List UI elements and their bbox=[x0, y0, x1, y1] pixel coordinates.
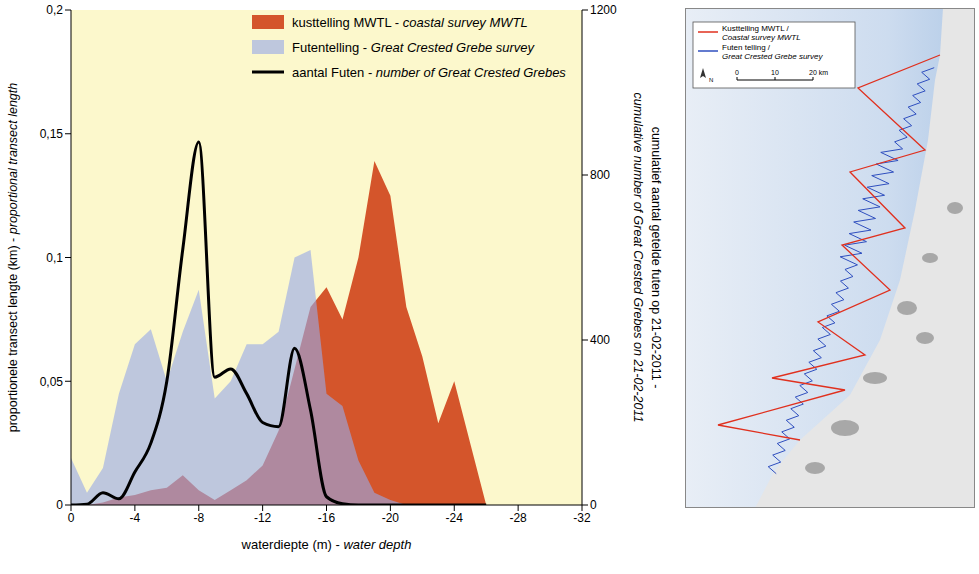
svg-text:-20: -20 bbox=[382, 511, 400, 525]
svg-text:-4: -4 bbox=[130, 511, 141, 525]
svg-text:Kusttelling MWTL /: Kusttelling MWTL / bbox=[722, 24, 790, 33]
svg-text:10: 10 bbox=[771, 69, 779, 76]
svg-text:800: 800 bbox=[590, 168, 610, 182]
svg-text:-12: -12 bbox=[254, 511, 272, 525]
svg-text:0,05: 0,05 bbox=[40, 375, 64, 389]
svg-text:-28: -28 bbox=[509, 511, 527, 525]
svg-text:proportionele transect lengte: proportionele transect lengte (km) - pro… bbox=[8, 83, 20, 433]
svg-text:-16: -16 bbox=[318, 511, 336, 525]
svg-text:N: N bbox=[709, 77, 713, 83]
svg-text:Great Crested Grebe survey: Great Crested Grebe survey bbox=[722, 52, 823, 61]
svg-text:0,1: 0,1 bbox=[46, 251, 63, 265]
svg-text:-8: -8 bbox=[193, 511, 204, 525]
svg-text:Futentelling - Great Crested G: Futentelling - Great Crested Grebe surve… bbox=[292, 40, 536, 55]
svg-text:20 km: 20 km bbox=[809, 69, 828, 76]
svg-text:0,15: 0,15 bbox=[40, 127, 64, 141]
svg-text:0: 0 bbox=[590, 498, 597, 512]
svg-text:cumulative number of Great Cre: cumulative number of Great Crested Grebe… bbox=[631, 93, 645, 423]
svg-text:aantal Futen - number of Great: aantal Futen - number of Great Crested G… bbox=[292, 65, 566, 80]
svg-text:Futen telling /: Futen telling / bbox=[722, 43, 771, 52]
svg-text:0: 0 bbox=[56, 498, 63, 512]
svg-text:kusttelling MWTL - coastal sur: kusttelling MWTL - coastal survey MWTL bbox=[292, 15, 528, 30]
svg-text:0: 0 bbox=[735, 69, 739, 76]
svg-text:-24: -24 bbox=[446, 511, 464, 525]
svg-text:0,2: 0,2 bbox=[46, 3, 63, 17]
svg-text:400: 400 bbox=[590, 333, 610, 347]
svg-text:-32: -32 bbox=[573, 511, 591, 525]
svg-text:1200: 1200 bbox=[590, 3, 617, 17]
svg-text:Coastal survey MWTL: Coastal survey MWTL bbox=[722, 33, 801, 42]
svg-text:cumulatief aantal getelde fute: cumulatief aantal getelde futen op 21-02… bbox=[649, 127, 663, 389]
svg-text:waterdiepte (m) - water depth: waterdiepte (m) - water depth bbox=[241, 537, 412, 552]
svg-text:0: 0 bbox=[68, 511, 75, 525]
